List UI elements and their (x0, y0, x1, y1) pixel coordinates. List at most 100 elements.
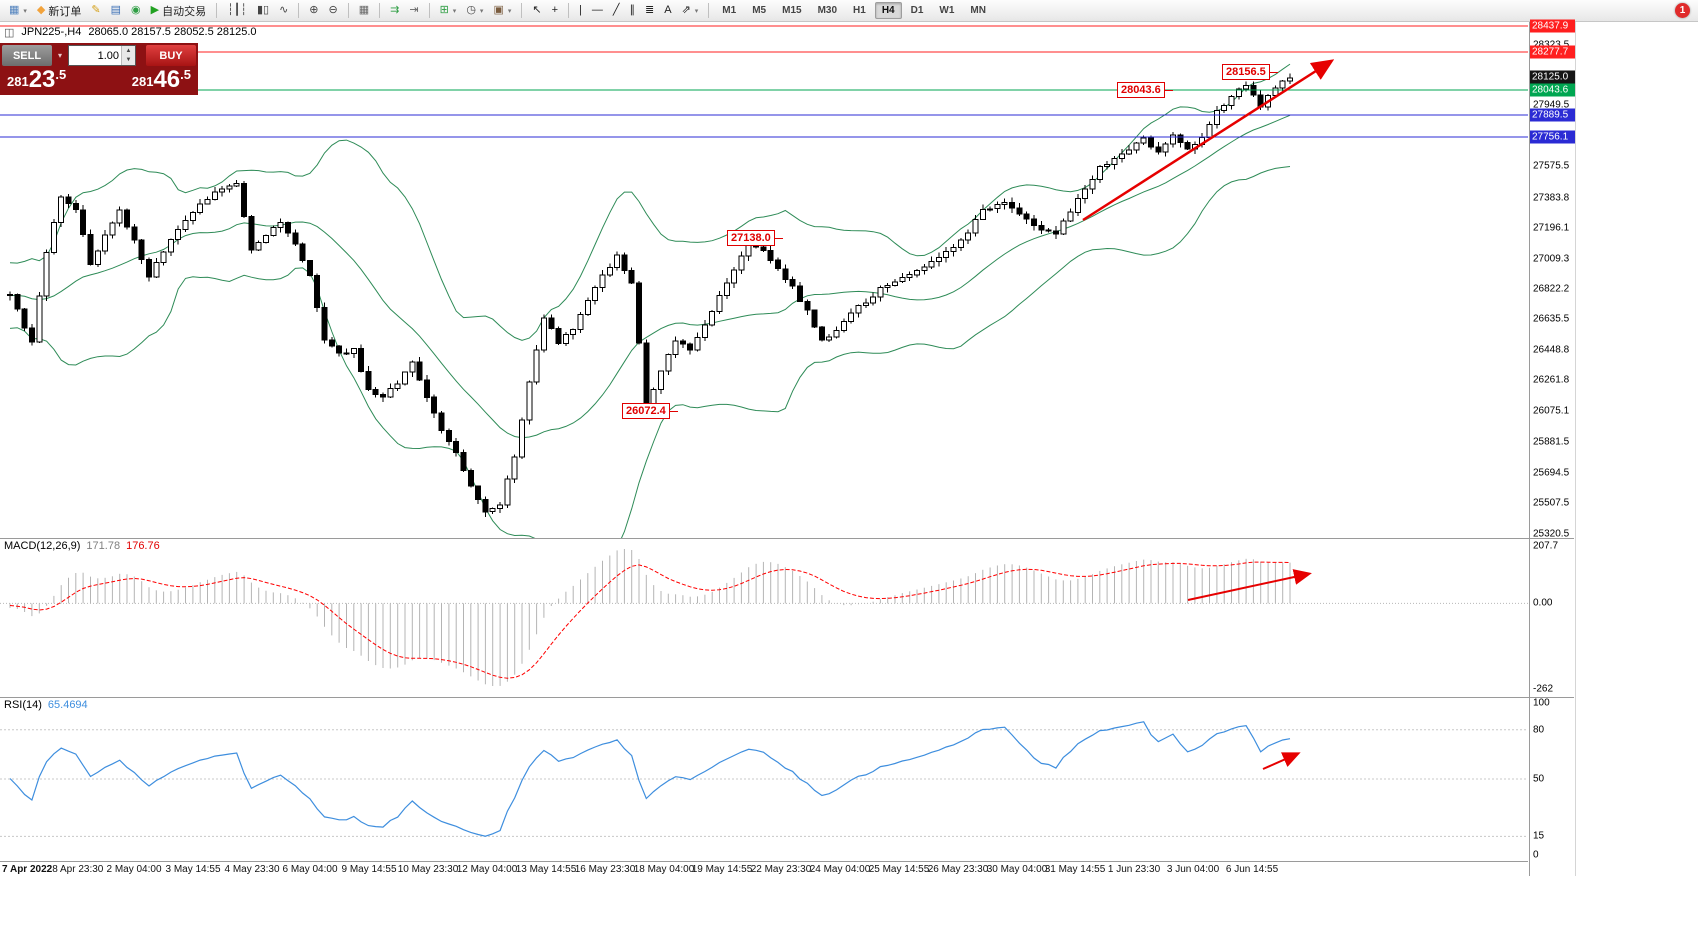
templates-icon: ▣ (493, 4, 504, 16)
price-callout[interactable]: 28156.5 (1222, 64, 1278, 80)
macd-canvas[interactable] (0, 538, 1528, 697)
pane-separator[interactable] (0, 538, 1574, 539)
tile-windows-icon: ▦ (358, 4, 370, 16)
fibonacci-button[interactable]: ≣ (640, 1, 659, 21)
sell-button[interactable]: SELL (2, 45, 52, 66)
navigator-button[interactable]: ◉ (126, 1, 146, 21)
trendline-icon: ╱ (612, 4, 620, 16)
price-tag: 27889.5 (1530, 108, 1575, 122)
time-axis-label: 4 May 23:30 (224, 864, 280, 875)
timeframe-mn-button[interactable]: MN (970, 5, 986, 16)
auto-scroll-icon: ⇉ (390, 4, 400, 16)
price-scale-label: 27575.5 (1533, 160, 1570, 172)
timeframe-m30-button[interactable]: M30 (817, 5, 838, 16)
market-watch-icon: ▤ (110, 4, 122, 16)
price-scale-label: 25881.5 (1533, 436, 1570, 448)
chart-window: 28156.5 28043.6 27138.0 26072.4 ◫ JPN225-,H… (0, 22, 1574, 877)
price-scale-label: 26822.2 (1533, 283, 1570, 295)
time-axis-label: 26 May 23:30 (927, 864, 989, 875)
zoom-out-icon: ⊖ (328, 4, 338, 16)
zoom-in-button[interactable]: ⊕ (304, 1, 323, 21)
equidistant-channel-button[interactable]: ∥ (625, 1, 641, 21)
chart-annotations: 28156.5 28043.6 27138.0 26072.4 (0, 22, 1528, 538)
timeframe-d1-button[interactable]: D1 (910, 5, 924, 16)
time-axis-label: 22 May 23:30 (750, 864, 812, 875)
price-scale-label: 27009.3 (1533, 253, 1570, 265)
autotrading-icon: ▶ (150, 4, 160, 16)
volume-increase-button[interactable]: ▲ (122, 46, 135, 56)
cursor-icon: ↖ (532, 4, 542, 16)
candles-chart-button[interactable]: ▮▯ (252, 1, 274, 21)
rsi-scale-min: 0 (1533, 849, 1539, 861)
toolbar-separator (708, 3, 710, 18)
buy-button[interactable]: BUY (146, 45, 196, 66)
main-chart-canvas[interactable] (0, 22, 1528, 538)
zoom-out-button[interactable]: ⊖ (324, 1, 343, 21)
text-button[interactable]: A (659, 1, 676, 21)
auto-scroll-button[interactable]: ⇉ (385, 1, 404, 21)
time-axis-label: 1 Jun 23:30 (1107, 864, 1161, 875)
toolbar-separator (521, 3, 523, 18)
bars-chart-icon: ┆┃┆ (227, 4, 247, 16)
new-order-button[interactable]: ◆ 新订单 (32, 1, 86, 21)
price-callout[interactable]: 27138.0 (727, 230, 783, 246)
indicators-button[interactable]: ⊞ (435, 1, 462, 21)
rsi-scale-level: 15 (1533, 830, 1545, 842)
periods-button[interactable]: ◷ (461, 1, 488, 21)
new-order-icon: ◆ (36, 4, 46, 16)
timeframe-w1-button[interactable]: W1 (939, 5, 955, 16)
metaeditor-button[interactable]: ✎ (86, 1, 105, 21)
price-scale-label: 27383.8 (1533, 192, 1570, 204)
navigator-icon: ◉ (131, 4, 141, 16)
time-axis-label: 12 May 04:00 (456, 864, 518, 875)
timeframe-m15-button[interactable]: M15 (782, 5, 802, 16)
notification-badge[interactable]: 1 (1675, 3, 1690, 18)
market-watch-button[interactable]: ▤ (106, 1, 126, 21)
horizontal-line-button[interactable]: — (587, 1, 608, 21)
volume-decrease-button[interactable]: ▼ (122, 55, 135, 65)
tile-windows-button[interactable]: ▦ (354, 1, 374, 21)
cursor-button[interactable]: ↖ (527, 1, 546, 21)
price-callout[interactable]: 28043.6 (1117, 82, 1173, 98)
autotrading-button[interactable]: ▶ 自动交易 (146, 1, 211, 21)
timeframe-toolbar: M1 M5 M15 M30 H1 H4 D1 W1 MN (714, 2, 994, 19)
vertical-line-button[interactable]: | (574, 1, 587, 21)
price-scale-label: 25507.5 (1533, 497, 1570, 509)
time-axis-label: 30 May 04:00 (986, 864, 1048, 875)
price-callout[interactable]: 26072.4 (622, 403, 678, 419)
timeframe-m1-button[interactable]: M1 (722, 5, 737, 16)
price-scale-macd: 207.7 0.00 -262 (1530, 538, 1575, 697)
symbol-period-text: JPN225-,H4 (21, 26, 82, 38)
bars-chart-button[interactable]: ┆┃┆ (222, 1, 252, 21)
time-axis-label: 25 May 14:55 (868, 864, 930, 875)
toolbar-separator (568, 3, 570, 18)
volume-input[interactable] (69, 46, 121, 65)
line-chart-button[interactable]: ∿ (274, 1, 293, 21)
time-axis-label: 6 Jun 14:55 (1225, 864, 1279, 875)
time-axis-label: 28 Apr 23:30 (46, 864, 104, 875)
time-axis-label: 18 May 04:00 (633, 864, 695, 875)
templates-button[interactable]: ▣ (488, 1, 516, 21)
trade-options-dropdown[interactable]: ▾ (57, 51, 62, 60)
price-scale-label: 27949.5 (1533, 99, 1570, 111)
new-chart-button[interactable]: ▦ (4, 1, 32, 21)
timeframe-h4-button[interactable]: H4 (874, 2, 902, 19)
rsi-canvas[interactable] (0, 697, 1528, 861)
time-axis-label: 24 May 04:00 (809, 864, 871, 875)
time-axis[interactable]: 7 Apr 2022 28 Apr 23:30 2 May 04:00 3 May 1… (0, 861, 1528, 877)
trendline-button[interactable]: ╱ (608, 1, 625, 21)
price-scale[interactable]: 28323.5 27949.5 27575.5 27383.8 27196.1 27009… (1529, 19, 1576, 876)
pane-separator[interactable] (0, 697, 1574, 698)
time-axis-label: 3 May 14:55 (165, 864, 221, 875)
price-tag: 28277.7 (1530, 45, 1575, 59)
chart-shift-button[interactable]: ⇥ (404, 1, 423, 21)
metaeditor-icon: ✎ (91, 4, 101, 16)
price-scale-label: 26261.8 (1533, 374, 1570, 386)
crosshair-button[interactable]: + (547, 1, 563, 21)
timeframe-m5-button[interactable]: M5 (752, 5, 767, 16)
timeframe-h1-button[interactable]: H1 (853, 5, 866, 16)
toolbar-separator (216, 3, 218, 18)
arrows-button[interactable]: ⇗ (677, 1, 704, 21)
